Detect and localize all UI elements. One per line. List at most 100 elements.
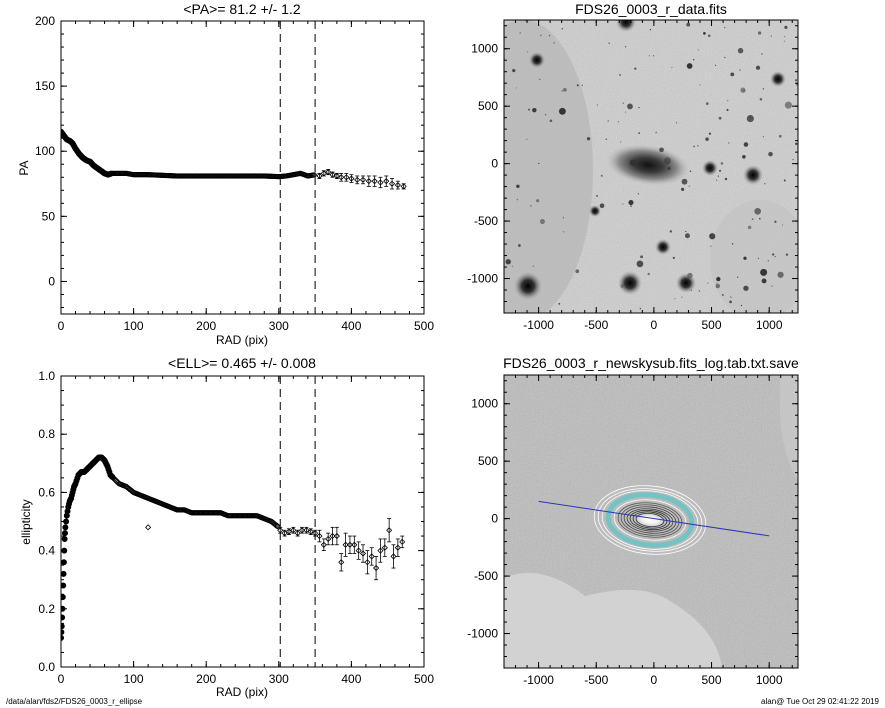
- x-tick-label: 200: [196, 672, 216, 686]
- data-point: [338, 174, 345, 181]
- profile-marker: [61, 570, 67, 577]
- star: [727, 100, 729, 102]
- star: [648, 55, 650, 57]
- star: [721, 293, 724, 296]
- star: [724, 56, 726, 59]
- star: [754, 207, 761, 215]
- star: [737, 47, 744, 54]
- pa-title: <PA>= 81.2 +/- 1.2: [183, 1, 300, 17]
- star: [638, 106, 640, 109]
- star: [617, 121, 620, 123]
- star: [532, 107, 537, 113]
- data-point: [383, 178, 390, 185]
- y-tick-label: -500: [474, 214, 498, 228]
- star: [795, 83, 798, 86]
- skysub-image-frame: [503, 374, 799, 669]
- star: [624, 46, 627, 48]
- pa-panel: <PA>= 81.2 +/- 1.2 0 100 200 300 400 500 0 50 1…: [17, 1, 434, 347]
- star: [743, 256, 747, 260]
- star: [553, 42, 555, 44]
- skysub-image-panel: FDS26_0003_r_newskysub.fits_log.tab.txt.…: [467, 355, 799, 687]
- isophote: [593, 485, 707, 555]
- bright-star: [618, 271, 642, 295]
- star: [686, 63, 693, 69]
- ell-vlines: [279, 376, 316, 667]
- star: [516, 199, 518, 201]
- star: [697, 49, 699, 51]
- star: [548, 34, 551, 37]
- data-point: [298, 527, 306, 534]
- y-tick-label: 1.0: [38, 369, 55, 383]
- star: [762, 88, 764, 90]
- x-tick-label: 300: [269, 319, 289, 333]
- x-tick-label: -500: [584, 318, 608, 332]
- star: [718, 169, 722, 172]
- star: [671, 66, 673, 68]
- star: [718, 116, 722, 120]
- star: [747, 225, 752, 230]
- star: [774, 255, 776, 258]
- star: [681, 178, 688, 185]
- profile-marker: [61, 623, 65, 630]
- data-point: [329, 171, 336, 178]
- x-tick-label: -1000: [523, 318, 554, 332]
- data-point: [281, 530, 288, 537]
- star: [757, 257, 760, 259]
- star: [640, 255, 644, 259]
- star: [655, 131, 657, 134]
- star: [716, 277, 721, 282]
- star: [663, 157, 672, 165]
- pa-x-axis: 0 100 200 300 400 500: [58, 21, 434, 333]
- star: [519, 32, 521, 34]
- skysub-image-x-axis: -1000 -500 0 500 1000: [503, 375, 793, 687]
- data-point: [346, 541, 354, 548]
- star: [764, 183, 766, 185]
- data-image-title: FDS26_0003_r_data.fits: [575, 1, 727, 17]
- ell-y-label: ellipticity: [19, 499, 33, 544]
- pa-plot-frame: [60, 20, 425, 315]
- star: [724, 26, 726, 29]
- star: [622, 203, 624, 205]
- star: [605, 138, 608, 141]
- star: [667, 166, 671, 171]
- star: [630, 205, 632, 207]
- star: [737, 276, 739, 278]
- star: [563, 87, 567, 92]
- star: [768, 151, 773, 157]
- star: [708, 132, 711, 135]
- x-tick-label: 400: [341, 319, 361, 333]
- x-tick-label: 0: [58, 672, 65, 686]
- star: [716, 179, 718, 181]
- data-point: [307, 528, 314, 535]
- data-point: [333, 532, 340, 540]
- star: [675, 122, 678, 124]
- skysub-image-y-axis: -1000 -500 0 500 1000: [467, 380, 798, 669]
- star: [575, 269, 580, 274]
- star: [772, 253, 775, 256]
- profile-marker: [61, 559, 67, 566]
- star: [784, 35, 786, 38]
- star: [795, 142, 798, 146]
- star: [515, 87, 518, 89]
- y-tick-label: 0.2: [38, 602, 55, 616]
- star: [636, 260, 644, 268]
- data-image-x-axis: -1000 -500 0 500 1000: [503, 20, 793, 332]
- data-point: [342, 541, 349, 548]
- star: [596, 194, 598, 197]
- data-point: [394, 182, 401, 189]
- star-field: [504, 20, 798, 310]
- data-point: [386, 527, 393, 534]
- profile-marker: [274, 523, 280, 529]
- star: [759, 98, 763, 101]
- bright-star: [702, 160, 718, 176]
- y-tick-label: 1000: [471, 397, 498, 411]
- star: [581, 84, 583, 86]
- star: [628, 199, 634, 206]
- star: [760, 268, 768, 276]
- y-tick-label: 0.0: [38, 660, 55, 674]
- star: [516, 184, 520, 189]
- star: [707, 282, 709, 284]
- star: [757, 31, 762, 35]
- x-tick-label: 300: [269, 672, 289, 686]
